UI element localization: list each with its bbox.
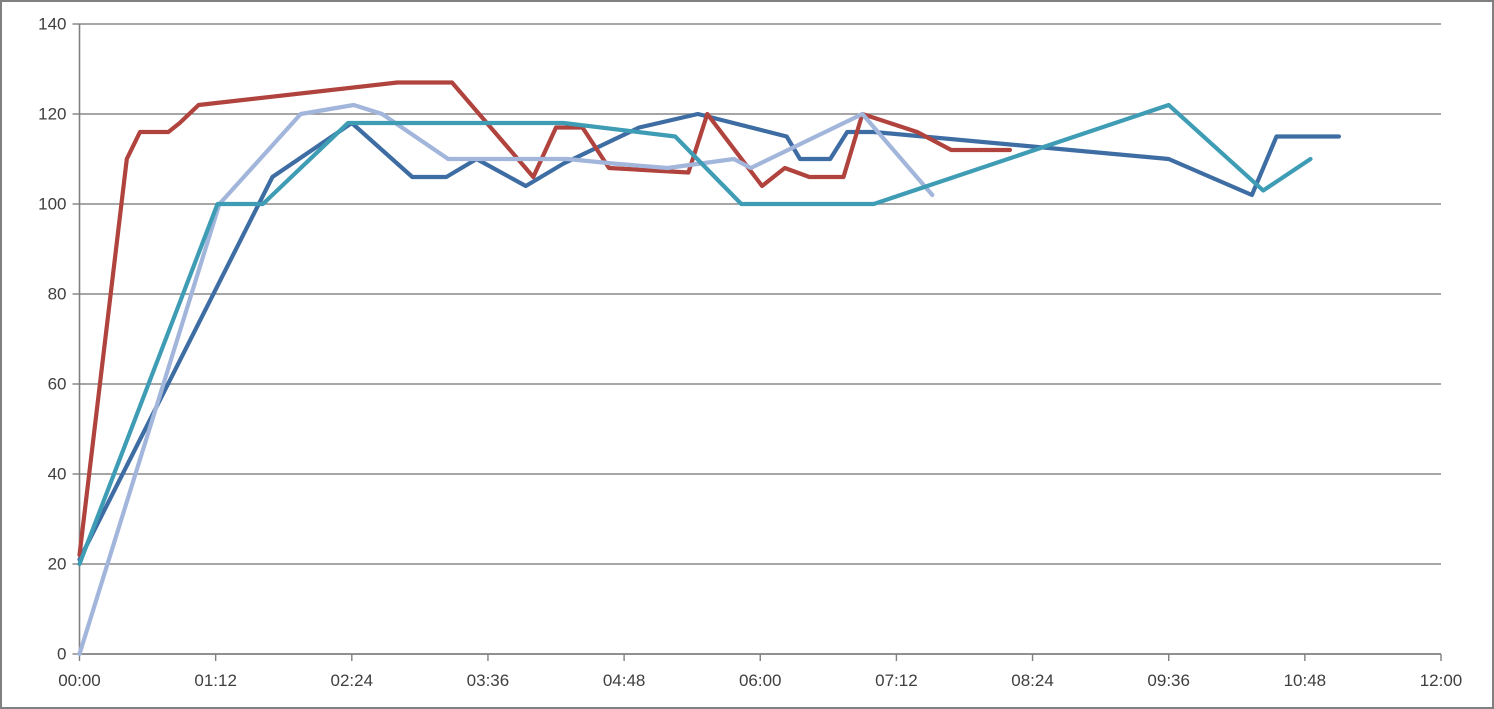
x-axis-label: 07:12 <box>875 671 918 690</box>
series-line-dark-red <box>77 80 1013 558</box>
x-axis-label: 08:24 <box>1011 671 1054 690</box>
y-axis-label: 120 <box>38 105 66 124</box>
y-axis-label: 40 <box>48 465 67 484</box>
x-axis-label: 02:24 <box>331 671 374 690</box>
y-axis-label: 100 <box>38 195 66 214</box>
y-axis-label: 60 <box>48 375 67 394</box>
y-axis-label: 80 <box>48 285 67 304</box>
x-axis-label: 00:00 <box>58 671 101 690</box>
x-axis-label: 10:48 <box>1284 671 1327 690</box>
series-line-light-blue <box>77 102 935 657</box>
x-axis-label: 09:36 <box>1147 671 1190 690</box>
series-line-teal <box>77 102 1313 567</box>
series-line-dark-blue <box>77 111 1342 562</box>
y-axis-label: 140 <box>38 15 66 34</box>
x-axis-label: 01:12 <box>194 671 237 690</box>
x-axis-label: 12:00 <box>1420 671 1463 690</box>
x-axis-label: 03:36 <box>467 671 510 690</box>
x-axis-label: 06:00 <box>739 671 782 690</box>
y-axis-label: 0 <box>57 645 66 664</box>
x-axis-label: 04:48 <box>603 671 646 690</box>
y-axis-label: 20 <box>48 555 67 574</box>
